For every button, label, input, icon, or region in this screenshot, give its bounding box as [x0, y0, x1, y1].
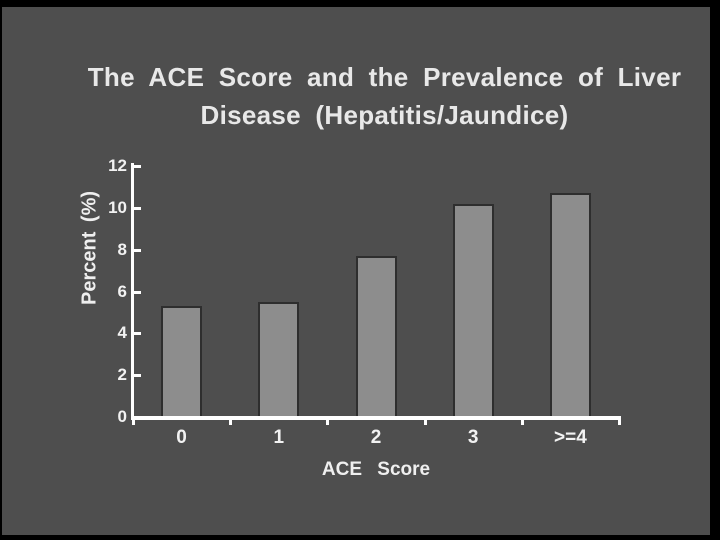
- x-tick-mark: [326, 419, 330, 425]
- y-tick-label: 10: [108, 197, 127, 217]
- y-tick-mark: [133, 290, 141, 294]
- x-tick-label: 0: [176, 427, 187, 448]
- y-axis-line: [131, 163, 134, 420]
- chart-title-line1: The ACE Score and the Prevalence of Live…: [87, 62, 682, 92]
- bar-ace->=4: [549, 193, 591, 417]
- chart-title: The ACE Score and the Prevalence of Live…: [62, 58, 707, 134]
- y-tick-label: 12: [108, 156, 127, 175]
- bar-ace-3: [452, 203, 494, 417]
- y-tick-label: 2: [117, 365, 127, 385]
- x-tick-mark: [520, 419, 524, 425]
- x-tick-mark: [423, 419, 427, 425]
- y-tick-label: 0: [117, 407, 127, 426]
- y-tick-mark: [133, 165, 141, 168]
- y-tick-mark: [133, 332, 141, 336]
- x-tick-mark: [229, 419, 233, 425]
- x-axis-line: [131, 416, 621, 420]
- x-tick-label: 2: [370, 427, 382, 448]
- y-tick-label: 4: [117, 323, 127, 343]
- y-tick-mark: [133, 206, 141, 210]
- x-tick-mark: [618, 419, 621, 425]
- x-tick-label: >=4: [554, 427, 587, 448]
- y-tick-label: 8: [117, 239, 127, 259]
- x-tick-label: 1: [273, 427, 285, 448]
- y-tick-mark: [133, 374, 141, 378]
- x-axis-title: ACE Score: [321, 459, 431, 480]
- bar-ace-1: [258, 301, 300, 417]
- x-tick-label: 3: [467, 427, 479, 448]
- y-tick-label: 6: [117, 281, 127, 301]
- chart-title-line2: Disease (Hepatitis/Jaundice): [200, 100, 569, 130]
- bar-ace-2: [355, 255, 397, 417]
- y-tick-mark: [133, 248, 141, 252]
- bar-ace-0: [161, 306, 203, 417]
- x-tick-mark: [132, 419, 135, 425]
